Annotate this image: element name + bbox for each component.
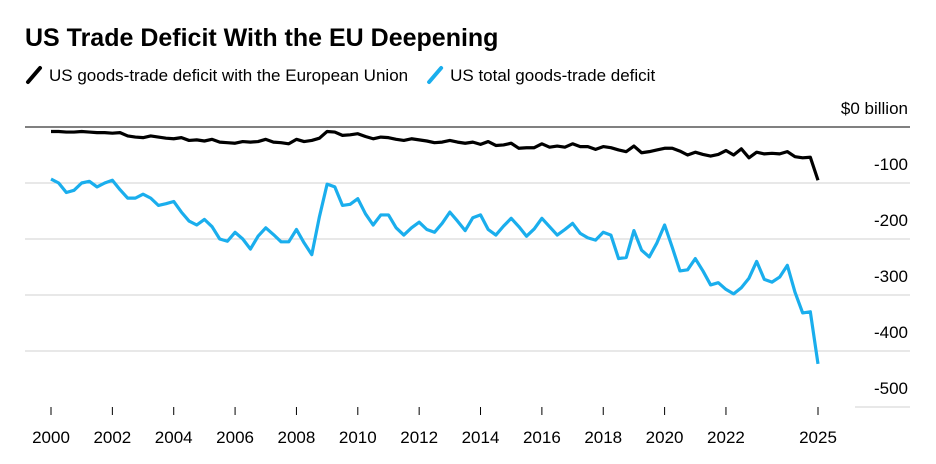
y-tick-label: -300 — [874, 267, 908, 286]
x-tick-label: 2008 — [278, 428, 316, 447]
x-tick-label: 2004 — [155, 428, 193, 447]
data-line — [51, 129, 820, 181]
x-tick-label: 2018 — [584, 428, 622, 447]
x-tick-label: 2022 — [707, 428, 745, 447]
x-tick-label: 2014 — [462, 428, 500, 447]
x-tick-label: 2000 — [32, 428, 70, 447]
legend-icon — [427, 66, 444, 84]
y-tick-label: -200 — [874, 211, 908, 230]
x-tick-label: 2006 — [216, 428, 254, 447]
y-tick-label: -500 — [874, 379, 908, 398]
x-tick-label: 2002 — [93, 428, 131, 447]
y-tick-label: $0 billion — [841, 99, 908, 118]
x-tick-label: 2020 — [646, 428, 684, 447]
legend-icon — [26, 66, 42, 84]
y-tick-label: -100 — [874, 155, 908, 174]
x-tick-label: 2012 — [400, 428, 438, 447]
legend-label: US goods-trade deficit with the European… — [49, 66, 408, 85]
x-tick-label: 2016 — [523, 428, 561, 447]
x-tick-label: 2025 — [799, 428, 837, 447]
x-tick-label: 2010 — [339, 428, 377, 447]
chart-title: US Trade Deficit With the EU Deepening — [25, 24, 498, 52]
y-tick-label: -400 — [874, 323, 908, 342]
legend-label: US total goods-trade deficit — [450, 66, 655, 85]
data-line — [50, 177, 820, 365]
